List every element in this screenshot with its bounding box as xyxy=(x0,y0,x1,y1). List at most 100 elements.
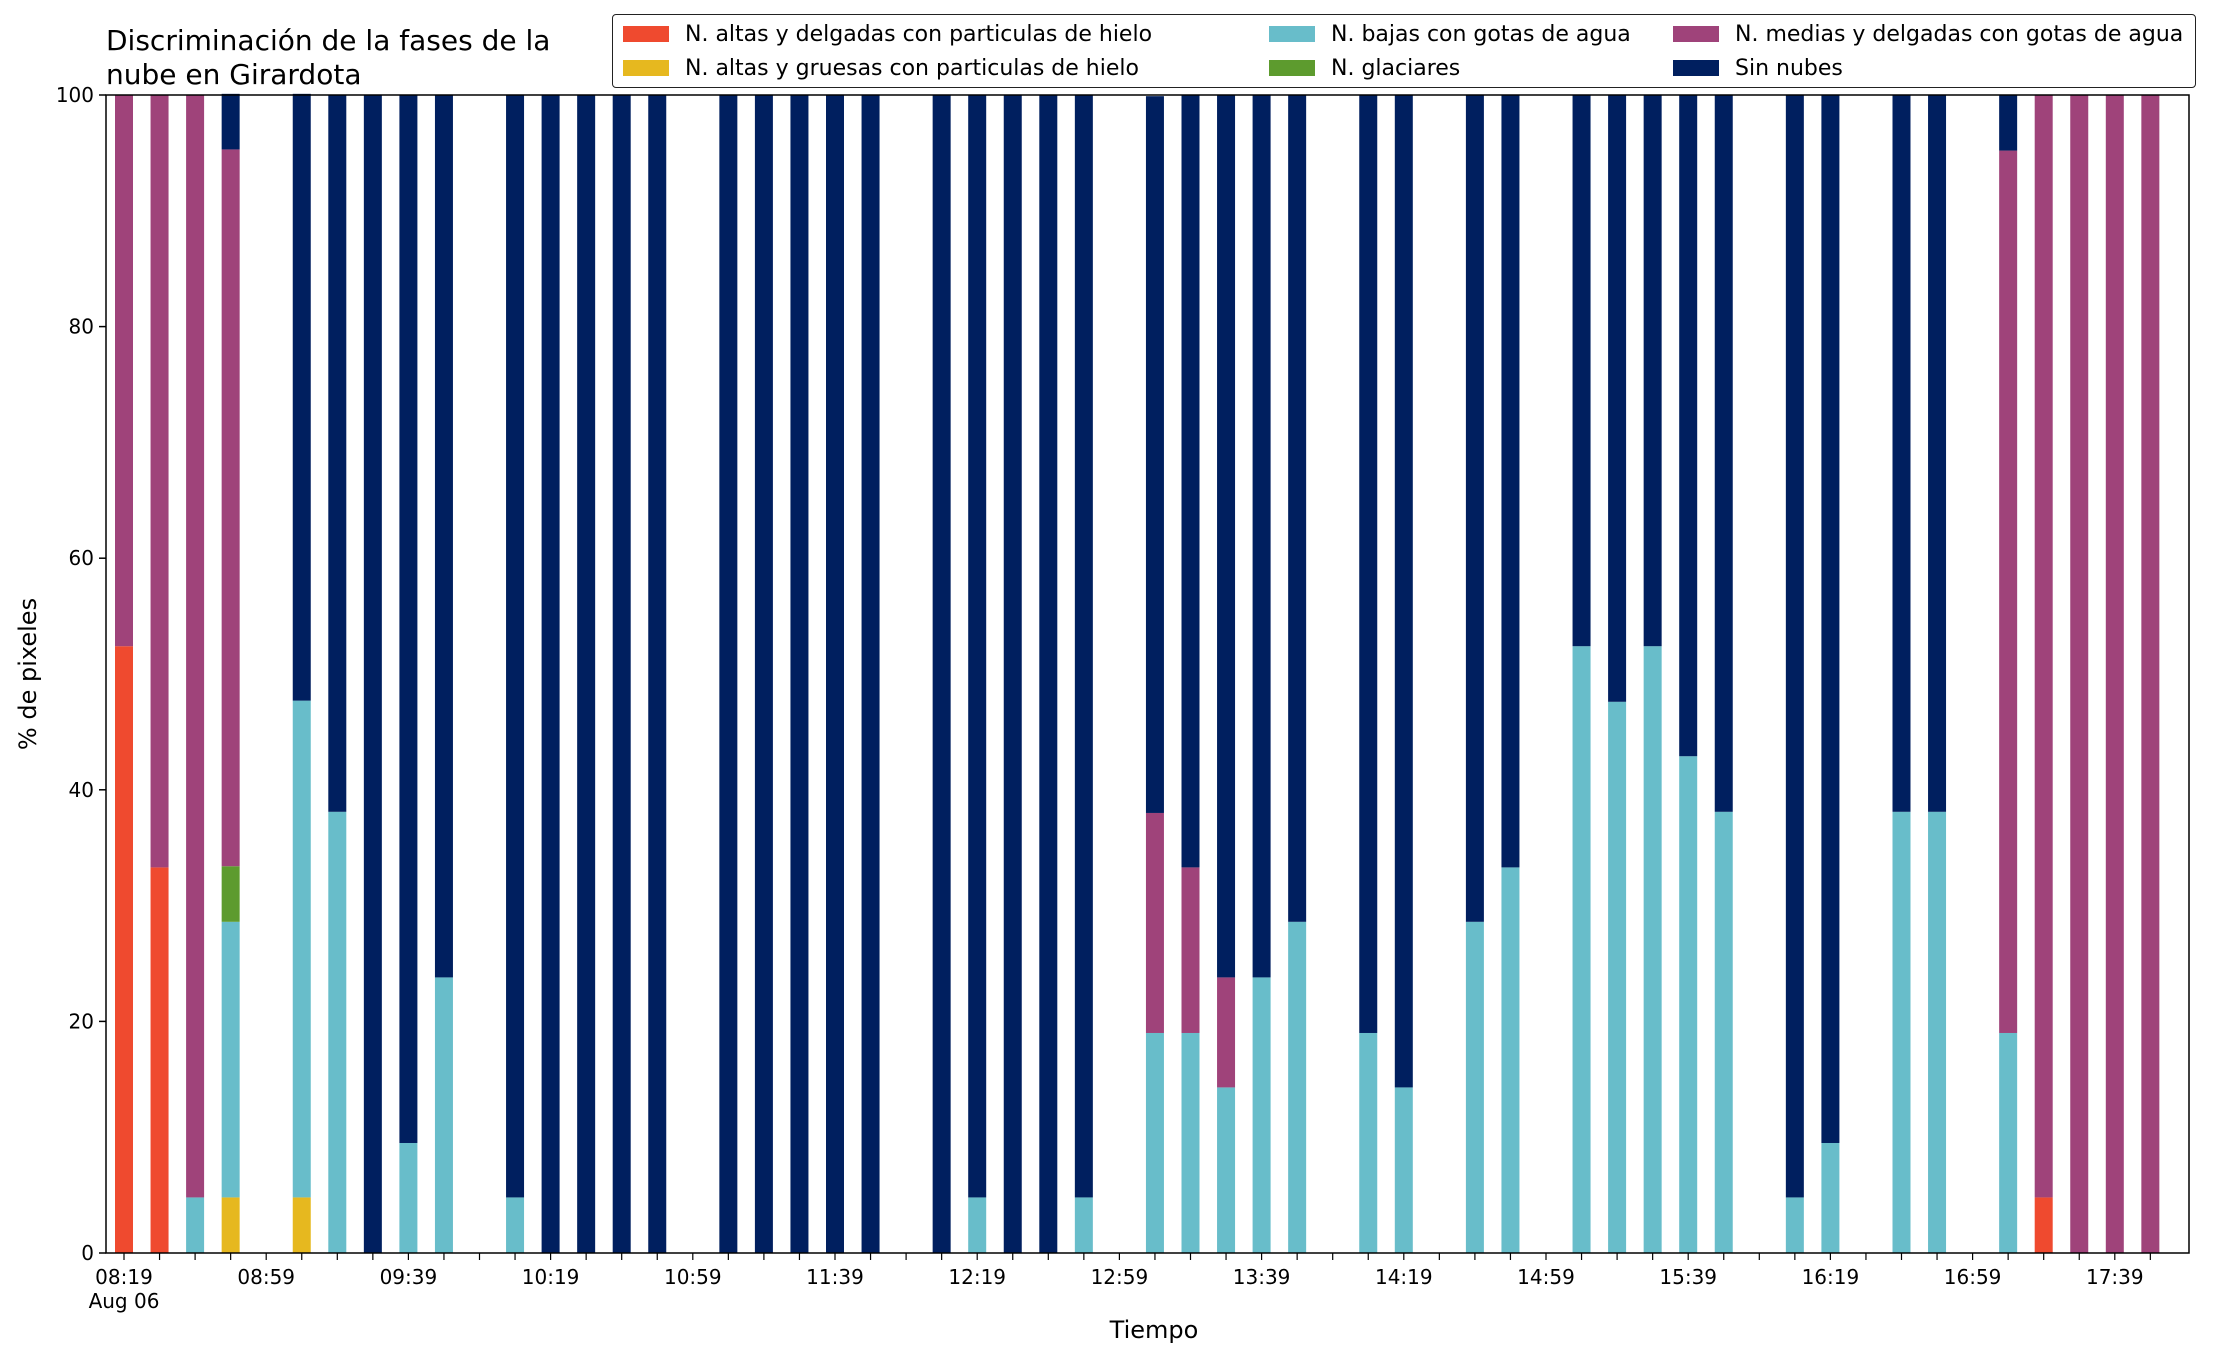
bar-segment xyxy=(434,977,453,1253)
y-axis-label: % de pixeles xyxy=(14,598,42,750)
bar-segment xyxy=(1572,646,1591,1253)
bar-segment xyxy=(1608,701,1627,1253)
x-tick-label: 10:59 xyxy=(664,1265,722,1289)
bar-segment xyxy=(2105,95,2124,1253)
x-tick-label: 08:59 xyxy=(237,1265,295,1289)
legend-label: Sin nubes xyxy=(1735,55,1843,81)
x-tick-label: 16:59 xyxy=(1944,1265,2002,1289)
bar-segment xyxy=(1643,646,1662,1253)
legend-item-altas-gruesas: N. altas y gruesas con particulas de hie… xyxy=(623,51,1139,85)
bar-segment xyxy=(221,921,240,1198)
bar-segment xyxy=(648,95,667,1253)
bar-segment xyxy=(221,1197,240,1253)
bar-segment xyxy=(612,95,631,1253)
bar-segment xyxy=(221,93,240,150)
bar-segment xyxy=(1394,1087,1413,1253)
legend-item-sin-nubes: Sin nubes xyxy=(1673,51,1843,85)
bar-segment xyxy=(2070,95,2089,1253)
bar-segment xyxy=(790,95,809,1253)
legend-item-medias-delgadas: N. medias y delgadas con gotas de agua xyxy=(1673,17,2183,51)
bar-segment xyxy=(1288,921,1307,1253)
x-tick-label: 12:19 xyxy=(948,1265,1006,1289)
y-tick-label: 80 xyxy=(69,315,94,339)
bar-segment xyxy=(1714,95,1733,812)
legend-item-glaciares: N. glaciares xyxy=(1269,51,1460,85)
bar-segment xyxy=(2141,95,2160,1253)
bar-segment xyxy=(861,95,880,1253)
bar-segment xyxy=(1074,95,1093,1198)
bar-segment xyxy=(826,95,844,1253)
x-tick-label: 13:39 xyxy=(1233,1265,1291,1289)
legend-label: N. altas y gruesas con particulas de hie… xyxy=(685,55,1139,81)
bar-segment xyxy=(1999,1032,2018,1253)
bar-segment xyxy=(754,95,773,1253)
legend-swatch xyxy=(1673,26,1719,42)
bar-segment xyxy=(1501,867,1520,1253)
bar-segment xyxy=(1145,96,1164,813)
plot-frame xyxy=(105,94,2190,1254)
bar-segment xyxy=(1217,977,1236,1088)
y-tick-label: 100 xyxy=(56,83,94,107)
bar-segment xyxy=(1288,95,1307,922)
y-tick-label: 0 xyxy=(81,1241,94,1265)
bar-segment xyxy=(1359,1032,1378,1253)
legend-swatch xyxy=(1269,26,1315,42)
x-tick-label: 12:59 xyxy=(1091,1265,1149,1289)
x-axis-label: Tiempo xyxy=(1109,1316,1199,1344)
x-tick-label: 15:39 xyxy=(1659,1265,1717,1289)
bar-segment xyxy=(292,93,311,701)
bar-segment xyxy=(1465,921,1484,1253)
bar-segment xyxy=(1892,95,1911,812)
bar-segment xyxy=(2034,95,2053,1198)
bar-segment xyxy=(399,1142,418,1253)
bar-segment xyxy=(1679,756,1698,1253)
bar-segment xyxy=(1252,977,1271,1253)
bar-segment xyxy=(506,95,525,1198)
chart-title-line-2: nube en Girardota xyxy=(106,58,361,91)
bar-segment xyxy=(1999,95,2018,151)
legend-label: N. medias y delgadas con gotas de agua xyxy=(1735,21,2184,47)
chart-title-line-1: Discriminación de la fases de la xyxy=(106,24,550,57)
bar-segment xyxy=(150,95,169,868)
bar-segment xyxy=(968,1197,987,1253)
chart-legend: N. altas y delgadas con particulas de hi… xyxy=(612,14,2196,88)
bar-segment xyxy=(2034,1197,2053,1253)
legend-swatch xyxy=(1673,60,1719,76)
legend-label: N. altas y delgadas con particulas de hi… xyxy=(685,21,1153,47)
bar-segment xyxy=(1074,1197,1093,1253)
bar-segment xyxy=(1999,150,2018,1033)
bar-segment xyxy=(1181,95,1200,868)
bar-segment xyxy=(115,646,133,1253)
bar-segment xyxy=(150,867,169,1253)
bar-segment xyxy=(186,1197,205,1253)
x-tick-label: 08:19 xyxy=(95,1265,153,1289)
bar-segment xyxy=(1892,811,1911,1253)
bar-segment xyxy=(541,95,560,1253)
bar-segment xyxy=(186,95,205,1198)
bar-segment xyxy=(1394,95,1413,1088)
bar-segment xyxy=(1785,95,1804,1198)
bar-segment xyxy=(1181,867,1200,1033)
bar-segment xyxy=(1572,95,1591,647)
x-tick-label: 16:19 xyxy=(1802,1265,1860,1289)
bar-segment xyxy=(1643,95,1662,647)
x-tick-label: 09:39 xyxy=(380,1265,438,1289)
legend-item-bajas: N. bajas con gotas de agua xyxy=(1269,17,1631,51)
bar-segment xyxy=(1217,95,1236,978)
bar-segment xyxy=(292,700,311,1198)
bar-segment xyxy=(1714,811,1733,1253)
x-tick-sublabel: Aug 06 xyxy=(89,1289,160,1313)
bar-segment xyxy=(932,95,951,1253)
legend-label: N. glaciares xyxy=(1331,55,1461,81)
bar-segment xyxy=(1928,95,1947,812)
y-tick-label: 20 xyxy=(69,1009,94,1033)
bar-segment xyxy=(1928,811,1947,1253)
x-tick-label: 10:19 xyxy=(522,1265,580,1289)
bar-segment xyxy=(1359,95,1378,1033)
bar-segment xyxy=(1145,1032,1164,1253)
y-axis: 0 20 40 60 80 100 xyxy=(56,83,106,1265)
bar-segment xyxy=(1039,95,1058,1253)
bar-segment xyxy=(221,866,240,922)
